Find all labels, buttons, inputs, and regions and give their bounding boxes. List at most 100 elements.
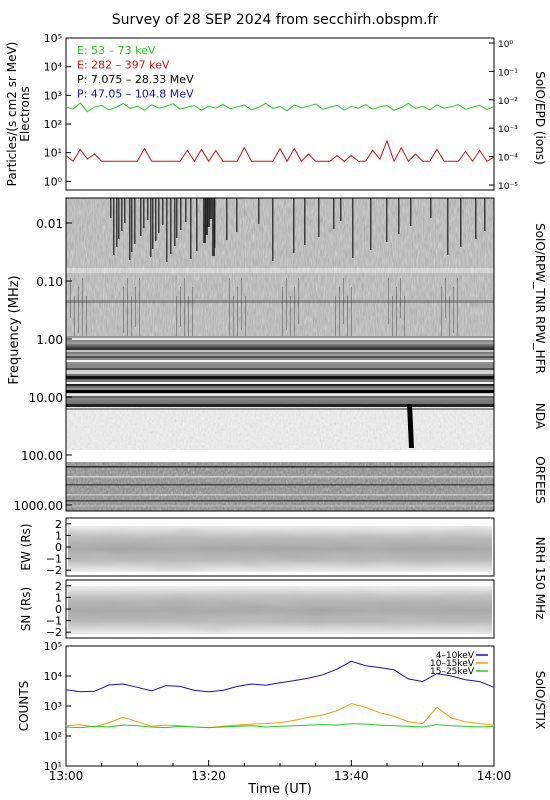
- epd-frame: [65, 37, 495, 191]
- tnr-streak: [449, 296, 450, 354]
- tnr-burst: [170, 198, 172, 254]
- epd-y2-tick-label: 10⁰: [498, 40, 513, 50]
- stix-y-tick-label: 10⁵: [44, 640, 62, 653]
- stix-right-label: SolO/STIX: [533, 671, 547, 730]
- tnr-burst: [134, 198, 136, 244]
- orfees-line: [66, 466, 494, 468]
- tnr-streak: [82, 278, 83, 342]
- epd-ylabel2: Electrons: [18, 86, 32, 141]
- stix-frame: [65, 645, 495, 767]
- tnr-streak: [339, 287, 340, 345]
- stix-y-ticks: 10¹ 10² 10³ 10⁴ 10⁵: [44, 640, 71, 773]
- stix-y-tick-label: 10³: [44, 700, 62, 713]
- hfr-band: [66, 356, 494, 359]
- tnr-streak: [396, 287, 397, 339]
- hfr-band: [66, 398, 494, 401]
- tnr-streak: [388, 278, 389, 324]
- tnr-burst: [152, 198, 154, 249]
- tnr-streak: [241, 278, 242, 330]
- nrh-tick-label: −2: [46, 626, 62, 639]
- hfr-band: [66, 350, 494, 353]
- hfr-band: [66, 392, 494, 395]
- tnr-burst: [293, 198, 295, 253]
- hfr-band: [66, 340, 494, 343]
- tnr-streak: [286, 278, 287, 330]
- stix-y-tick-label: 10⁴: [44, 670, 63, 683]
- time-axis: 13:00 13:20 13:40 14:00: [49, 760, 512, 783]
- stix-ylabel: COUNTS: [17, 681, 31, 732]
- tnr-burst: [430, 198, 432, 218]
- freq-tick-label: 1.00: [36, 333, 63, 347]
- epd-y2-tick-label: 10⁻⁵: [498, 182, 518, 192]
- stix-legend-entry: 4–10keV: [436, 651, 475, 661]
- tnr-streak: [176, 296, 177, 348]
- hfr-band: [66, 396, 494, 399]
- nrh-sn-y-ticks: 210−1−2: [46, 580, 71, 639]
- epd-series-line: [65, 102, 495, 113]
- nrh-ew-panel: 210−1−2 EW (Rs) NRH 150 MHz: [19, 517, 547, 620]
- time-tick-label: 14:00: [477, 769, 512, 783]
- tnr-burst: [180, 198, 182, 230]
- tnr-streak: [445, 278, 446, 318]
- tnr-burst: [113, 198, 115, 255]
- tnr-burst: [447, 198, 449, 255]
- hfr-dark-band: [66, 348, 494, 350]
- stix-series-line: [65, 703, 495, 729]
- stix-y-tick-label: 10¹: [44, 760, 62, 773]
- epd-series-line: [65, 139, 495, 163]
- tnr-burst: [214, 198, 216, 248]
- epd-right-label: SolO/EPD (ions): [533, 71, 547, 165]
- nrh-tick-label: 2: [55, 580, 62, 593]
- hfr-band: [66, 352, 494, 355]
- hfr-band: [66, 364, 494, 367]
- nrh-right-label: NRH 150 MHz: [533, 537, 547, 620]
- epd-y-tick-label: 10⁵: [44, 32, 62, 45]
- stix-legend-entry: 10–15keV: [430, 659, 475, 669]
- hfr-band: [66, 344, 494, 347]
- nrh-tick-label: 0: [55, 603, 62, 616]
- tnr-burst: [386, 198, 388, 242]
- epd-series: [65, 102, 495, 163]
- tnr-burst: [304, 198, 306, 245]
- nrh-tick-label: −1: [46, 615, 62, 628]
- hfr-band: [66, 360, 494, 363]
- hfr-band: [66, 380, 494, 383]
- tnr-burst: [121, 198, 123, 231]
- tnr-streak: [441, 287, 442, 339]
- tnr-burst: [162, 198, 164, 225]
- tnr-streak: [70, 278, 71, 318]
- tnr-burst: [118, 198, 120, 239]
- tnr-streak: [127, 278, 128, 342]
- orfees-line: [66, 494, 494, 496]
- tnr-burst: [205, 198, 208, 235]
- hfr-band: [66, 400, 494, 403]
- hfr-band: [66, 336, 494, 339]
- tnr-burst: [110, 198, 112, 218]
- hfr-band: [66, 338, 494, 341]
- tnr-burst: [272, 198, 274, 261]
- tnr-streak: [343, 278, 344, 324]
- hfr-band: [66, 362, 494, 365]
- stix-y-tick-label: 10²: [44, 730, 62, 743]
- epd-legend-entry: P: 47.05 – 104.8 MeV: [77, 88, 194, 101]
- hfr-band: [66, 374, 494, 377]
- hfr-band: [66, 388, 494, 391]
- hfr-band: [66, 386, 494, 389]
- hfr-band: [66, 378, 494, 381]
- tnr-dark-bursts: [70, 198, 486, 360]
- tnr-burst: [460, 198, 462, 247]
- tnr-streak: [180, 287, 181, 327]
- tnr-burst: [166, 198, 168, 262]
- tnr-streak: [404, 296, 405, 354]
- stix-series-line: [65, 723, 495, 729]
- epd-y-ticks: 10⁰ 10¹ 10² 10³ 10⁴ 10⁵: [44, 32, 71, 188]
- tnr-burst: [140, 198, 142, 236]
- hfr-dark-band: [66, 390, 494, 393]
- tnr-burst: [129, 198, 131, 260]
- stix-legend-entry: 15–25keV: [430, 667, 475, 677]
- nrh-sn-ylabel: SN (Rs): [19, 587, 33, 631]
- nrh-ew-ylabel: EW (Rs): [19, 523, 33, 570]
- tnr-burst: [131, 198, 133, 252]
